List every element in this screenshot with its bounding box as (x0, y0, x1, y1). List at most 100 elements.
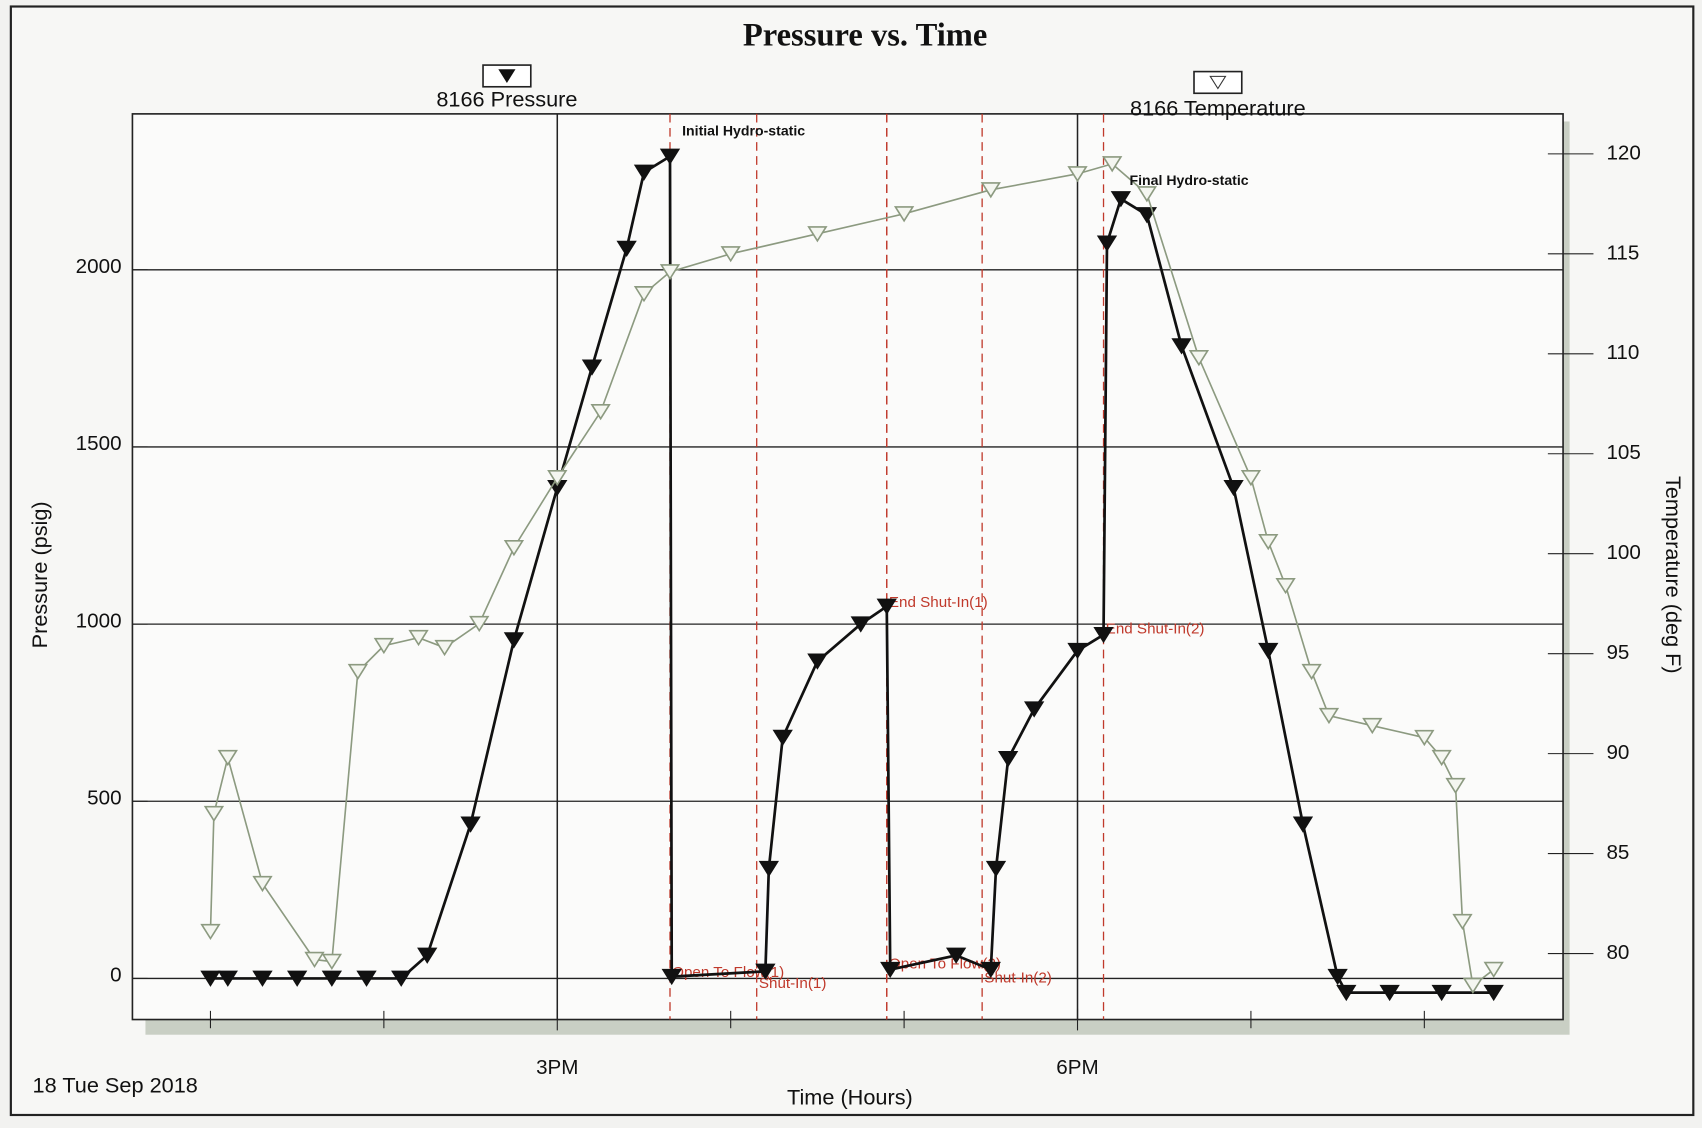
x-tick-label: 3PM (536, 1056, 578, 1079)
data-point (1292, 816, 1314, 833)
data-point (893, 206, 915, 223)
y2-axis-label: Temperature (deg F) (1661, 476, 1686, 674)
data-point (616, 240, 637, 258)
data-point (581, 359, 603, 376)
y-tick-label: 2000 (76, 255, 122, 278)
data-point (1327, 968, 1348, 986)
data-point (661, 968, 682, 986)
data-point (985, 860, 1007, 878)
event-label: Shut-In(1) (759, 975, 827, 992)
data-point (200, 970, 221, 987)
data-point (252, 875, 273, 893)
y2-tick-label: 100 (1606, 541, 1640, 564)
data-point (758, 860, 779, 878)
data-point (1301, 663, 1322, 681)
plot-area (131, 113, 1564, 1021)
annotation: Final Hydro-static (1130, 172, 1249, 188)
data-point (1445, 777, 1466, 795)
y2-tick-label: 115 (1606, 241, 1639, 264)
data-point (1223, 479, 1244, 497)
data-point (1452, 913, 1473, 931)
series-line (210, 153, 1494, 994)
y2-tick-label: 120 (1606, 141, 1640, 164)
data-point (1362, 717, 1383, 735)
data-point (590, 404, 611, 421)
data-point (1462, 977, 1484, 995)
data-point (252, 970, 273, 987)
data-point (980, 182, 1001, 199)
annotation: Initial Hydro-static (682, 122, 805, 138)
data-point (1024, 701, 1045, 718)
data-point (850, 616, 871, 633)
data-point (1318, 707, 1340, 725)
data-point (807, 226, 828, 243)
y2-tick-label: 80 (1606, 941, 1629, 964)
data-point (503, 632, 525, 649)
data-point (203, 805, 225, 823)
y-tick-label: 1000 (76, 609, 122, 632)
series-line (209, 162, 1495, 988)
data-point (217, 970, 238, 987)
event-label: End Shut-In(2) (1106, 620, 1205, 637)
data-point (772, 729, 793, 746)
data-point (659, 264, 681, 281)
legend-marker (498, 69, 516, 84)
data-point (1093, 626, 1114, 644)
event-label: Open To Flow(2) (889, 955, 1001, 972)
data-point (391, 970, 412, 987)
x-axis-label: Time (Hours) (787, 1084, 913, 1109)
data-point (321, 970, 343, 987)
data-point (807, 653, 828, 670)
data-point (633, 286, 655, 303)
data-point (945, 947, 967, 964)
data-point (1171, 338, 1192, 355)
data-point (1483, 961, 1504, 979)
data-point (1414, 729, 1435, 747)
data-point (980, 961, 1001, 979)
y2-tick-label: 90 (1606, 741, 1629, 764)
data-point (1483, 984, 1504, 1002)
data-point (1275, 577, 1296, 595)
data-point (720, 246, 741, 263)
data-point (1431, 984, 1452, 1002)
data-point (547, 469, 568, 487)
data-point (287, 970, 308, 987)
data-point (755, 963, 776, 980)
data-point (1136, 207, 1158, 224)
data-point (217, 749, 238, 767)
data-point (1431, 749, 1452, 767)
data-point (503, 539, 525, 557)
x-tick-label: 6PM (1056, 1056, 1098, 1079)
legend-marker (1209, 75, 1227, 90)
data-point (1067, 166, 1088, 183)
data-point (1379, 984, 1400, 1002)
data-point (633, 164, 655, 181)
chart-title: Pressure vs. Time (743, 17, 988, 53)
data-point (200, 923, 221, 941)
event-label: Shut-In(2) (984, 969, 1052, 986)
data-point (1102, 156, 1123, 173)
data-point (373, 637, 395, 655)
data-point (347, 663, 369, 681)
y2-tick-label: 95 (1606, 641, 1629, 664)
data-point (460, 816, 481, 833)
data-point (434, 639, 455, 657)
data-point (1188, 350, 1210, 367)
data-point (1096, 235, 1118, 252)
event-label: End Shut-In(1) (889, 594, 988, 611)
y-axis-label: Pressure (psig) (27, 501, 52, 648)
date-label: 18 Tue Sep 2018 (33, 1073, 198, 1098)
data-point (1240, 469, 1262, 487)
y-tick-label: 1500 (76, 432, 122, 455)
y2-tick-label: 110 (1606, 341, 1639, 364)
y2-tick-label: 85 (1606, 841, 1629, 864)
y-tick-label: 500 (87, 787, 121, 810)
data-point (321, 953, 343, 971)
legend-label: 8166 Pressure (436, 87, 577, 112)
data-point (1336, 984, 1357, 1002)
data-point (997, 751, 1019, 768)
data-point (880, 961, 901, 979)
data-point (1110, 191, 1132, 208)
